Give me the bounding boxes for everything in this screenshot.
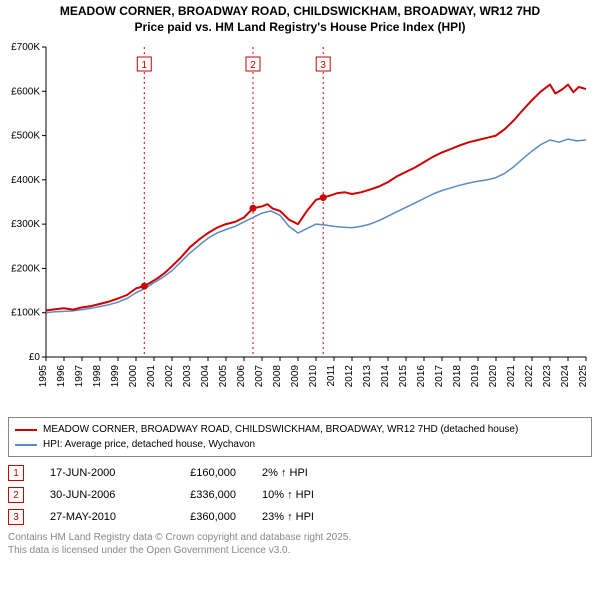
svg-text:2012: 2012 — [344, 365, 355, 388]
svg-text:£600K: £600K — [11, 86, 40, 97]
sale-vs-hpi: 23% ↑ HPI — [262, 511, 352, 523]
title-line-2: Price paid vs. HM Land Registry's House … — [8, 20, 592, 36]
sale-price: £360,000 — [166, 511, 236, 523]
sale-price: £160,000 — [166, 467, 236, 479]
svg-text:2021: 2021 — [506, 365, 517, 388]
svg-text:2005: 2005 — [218, 365, 229, 388]
svg-text:2017: 2017 — [434, 365, 445, 388]
svg-text:2001: 2001 — [146, 365, 157, 388]
chart-area: £0 £100K £200K £300K £400K £500K £600K £700K 199… — [8, 41, 592, 411]
svg-text:2007: 2007 — [254, 365, 265, 388]
svg-text:3: 3 — [320, 60, 326, 71]
legend-swatch — [15, 429, 37, 431]
svg-text:1997: 1997 — [74, 365, 85, 388]
svg-text:£500K: £500K — [11, 131, 40, 142]
svg-text:£100K: £100K — [11, 308, 40, 319]
svg-text:2010: 2010 — [308, 365, 319, 388]
svg-text:2002: 2002 — [164, 365, 175, 388]
sale-row: 2 30-JUN-2006 £336,000 10% ↑ HPI — [8, 487, 592, 503]
sale-date: 17-JUN-2000 — [50, 467, 140, 479]
sale-badge: 1 — [8, 465, 24, 481]
svg-text:1: 1 — [141, 60, 147, 71]
sale-date: 27-MAY-2010 — [50, 511, 140, 523]
svg-text:2016: 2016 — [416, 365, 427, 388]
sale-vs-hpi: 10% ↑ HPI — [262, 489, 352, 501]
footer-line-1: Contains HM Land Registry data © Crown c… — [8, 531, 592, 544]
svg-text:1998: 1998 — [92, 365, 103, 388]
sale-vs-hpi: 2% ↑ HPI — [262, 467, 352, 479]
svg-text:£200K: £200K — [11, 264, 40, 275]
sale-badge: 2 — [8, 487, 24, 503]
chart-title: MEADOW CORNER, BROADWAY ROAD, CHILDSWICK… — [0, 0, 600, 37]
legend-swatch — [15, 444, 37, 446]
svg-text:1995: 1995 — [38, 365, 49, 388]
sales-table: 1 17-JUN-2000 £160,000 2% ↑ HPI 2 30-JUN-2006… — [8, 465, 592, 525]
svg-text:2011: 2011 — [326, 365, 337, 387]
legend-label: HPI: Average price, detached house, Wych… — [43, 437, 255, 452]
svg-text:£700K: £700K — [11, 42, 40, 53]
price-chart: £0 £100K £200K £300K £400K £500K £600K £700K 199… — [8, 41, 592, 411]
svg-text:2023: 2023 — [542, 365, 553, 388]
svg-text:2020: 2020 — [488, 365, 499, 388]
legend-item: HPI: Average price, detached house, Wych… — [15, 437, 585, 452]
svg-text:2: 2 — [250, 60, 256, 71]
footer: Contains HM Land Registry data © Crown c… — [8, 531, 592, 557]
svg-text:2014: 2014 — [380, 365, 391, 388]
sale-row: 1 17-JUN-2000 £160,000 2% ↑ HPI — [8, 465, 592, 481]
svg-text:2004: 2004 — [200, 365, 211, 388]
svg-text:2024: 2024 — [560, 365, 571, 388]
svg-text:£0: £0 — [29, 352, 41, 363]
svg-text:2022: 2022 — [524, 365, 535, 388]
svg-text:1996: 1996 — [56, 365, 67, 388]
page-root: MEADOW CORNER, BROADWAY ROAD, CHILDSWICK… — [0, 0, 600, 590]
svg-text:£400K: £400K — [11, 175, 40, 186]
svg-text:2015: 2015 — [398, 365, 409, 388]
svg-text:2008: 2008 — [272, 365, 283, 388]
svg-text:2019: 2019 — [470, 365, 481, 388]
sale-badge: 3 — [8, 509, 24, 525]
sale-row: 3 27-MAY-2010 £360,000 23% ↑ HPI — [8, 509, 592, 525]
svg-text:£300K: £300K — [11, 219, 40, 230]
legend-item: MEADOW CORNER, BROADWAY ROAD, CHILDSWICK… — [15, 422, 585, 437]
sale-price: £336,000 — [166, 489, 236, 501]
svg-text:1999: 1999 — [110, 365, 121, 388]
svg-text:2009: 2009 — [290, 365, 301, 388]
svg-text:2025: 2025 — [578, 365, 589, 388]
sale-date: 30-JUN-2006 — [50, 489, 140, 501]
footer-line-2: This data is licensed under the Open Gov… — [8, 544, 592, 557]
title-line-1: MEADOW CORNER, BROADWAY ROAD, CHILDSWICK… — [8, 4, 592, 20]
legend: MEADOW CORNER, BROADWAY ROAD, CHILDSWICK… — [8, 417, 592, 457]
svg-text:2006: 2006 — [236, 365, 247, 388]
svg-text:2000: 2000 — [128, 365, 139, 388]
legend-label: MEADOW CORNER, BROADWAY ROAD, CHILDSWICK… — [43, 422, 518, 437]
svg-text:2018: 2018 — [452, 365, 463, 388]
svg-text:2003: 2003 — [182, 365, 193, 388]
svg-text:2013: 2013 — [362, 365, 373, 388]
